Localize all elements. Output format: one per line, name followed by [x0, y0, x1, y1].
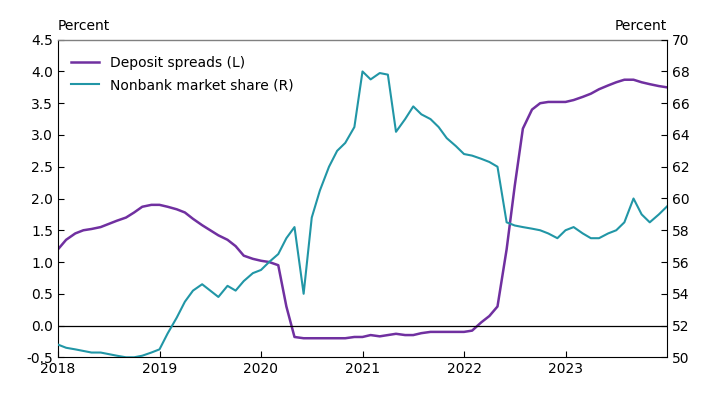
Text: Percent: Percent — [615, 19, 667, 33]
Deposit spreads (L) — [299, 336, 308, 341]
Deposit spreads (L) — [569, 98, 578, 102]
Deposit spreads (L) — [612, 80, 621, 85]
Nonbank market share (R) — [122, 355, 130, 360]
Deposit spreads (L) — [587, 91, 595, 96]
Nonbank market share (R) — [54, 342, 62, 347]
Line: Deposit spreads (L): Deposit spreads (L) — [58, 80, 667, 338]
Nonbank market share (R) — [265, 260, 273, 264]
Deposit spreads (L) — [54, 247, 62, 252]
Nonbank market share (R) — [376, 71, 384, 75]
Nonbank market share (R) — [620, 220, 629, 225]
Nonbank market share (R) — [198, 282, 207, 287]
Line: Nonbank market share (R): Nonbank market share (R) — [58, 71, 667, 357]
Nonbank market share (R) — [358, 69, 367, 74]
Deposit spreads (L) — [366, 333, 375, 337]
Nonbank market share (R) — [663, 204, 671, 209]
Deposit spreads (L) — [663, 85, 671, 90]
Nonbank market share (R) — [579, 231, 587, 236]
Legend: Deposit spreads (L), Nonbank market share (R): Deposit spreads (L), Nonbank market shar… — [71, 56, 294, 93]
Deposit spreads (L) — [257, 258, 265, 263]
Nonbank market share (R) — [594, 236, 603, 241]
Text: Percent: Percent — [58, 19, 110, 33]
Deposit spreads (L) — [188, 216, 197, 221]
Deposit spreads (L) — [620, 77, 629, 82]
